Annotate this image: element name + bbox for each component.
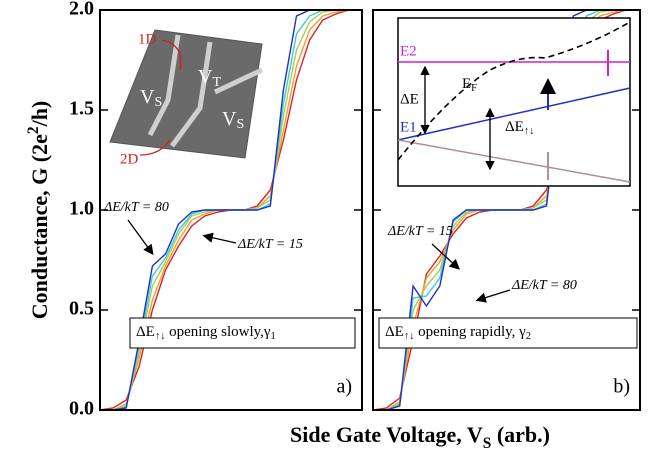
label-part: opening slowly,γ xyxy=(165,324,271,340)
label-part: ↑↓ xyxy=(155,331,166,342)
plot-frame xyxy=(99,9,363,411)
label-part: S xyxy=(236,117,244,132)
arrow xyxy=(127,219,154,256)
inset-label: ΔE xyxy=(400,91,419,107)
box-label: ΔE↑↓ opening rapidly, γ2 xyxy=(385,324,531,342)
gate-label: VT xyxy=(198,66,221,91)
label-part: ΔE xyxy=(385,324,404,340)
gate-label: VS xyxy=(140,86,162,111)
label-part: ↑↓ xyxy=(404,331,415,342)
panel-label: a) xyxy=(336,376,352,398)
arrow xyxy=(139,139,171,156)
label-part: /h) xyxy=(27,101,52,128)
y-axis-title: Conductance, G (2e2/h) xyxy=(25,101,53,320)
label-part: opening rapidly, γ xyxy=(414,324,526,340)
y-tick-label: 0.5 xyxy=(69,298,94,320)
box-frame xyxy=(129,317,356,349)
annotation: ΔE/kT = 15 xyxy=(237,237,303,252)
label-part: 1 xyxy=(271,331,276,342)
label-part: Conductance, G (2e xyxy=(27,134,52,319)
level-e1 xyxy=(397,87,631,141)
arrow xyxy=(431,243,460,270)
label-part: S xyxy=(154,95,162,110)
x-axis-title: Side Gate Voltage, VS (arb.) xyxy=(290,422,550,451)
box-frame xyxy=(378,317,638,349)
y-tick-label: 2.0 xyxy=(69,0,94,20)
split-label: ΔE↑↓ xyxy=(505,119,534,137)
arrow xyxy=(475,289,511,303)
label-part: 2 xyxy=(25,126,42,134)
inset-label: E2 xyxy=(400,43,417,59)
label-part: ΔE xyxy=(505,119,524,135)
gate-gap xyxy=(147,34,264,148)
label-part: V xyxy=(222,108,237,130)
plot-frame xyxy=(372,9,641,411)
annotation: ΔE/kT = 80 xyxy=(511,278,577,293)
label-part: 2 xyxy=(526,331,531,342)
level-down xyxy=(397,139,631,183)
inset-label: 2D xyxy=(120,151,139,167)
fermi-level xyxy=(397,21,631,161)
y-tick-label: 1.5 xyxy=(69,98,94,120)
label-part: E xyxy=(462,76,471,92)
label-part: ↑↓ xyxy=(524,126,535,137)
annotation: ΔE/kT = 80 xyxy=(103,200,169,215)
y-tick-label: 1.0 xyxy=(69,198,94,220)
label-part: Side Gate Voltage, V xyxy=(290,422,483,447)
label-part: (arb.) xyxy=(491,422,550,447)
label-part: V xyxy=(198,66,213,88)
y-tick-label: 0.0 xyxy=(69,398,94,420)
inset-label: 1D xyxy=(138,31,157,47)
annotation: ΔE/kT = 15 xyxy=(387,224,453,239)
label-part: F xyxy=(471,83,477,94)
label-part: V xyxy=(140,86,155,108)
arrow xyxy=(202,232,237,244)
inset-frame xyxy=(397,17,631,187)
fermi-label: EF xyxy=(462,76,477,94)
label-part: ΔE xyxy=(136,324,155,340)
panel-label: b) xyxy=(613,376,630,398)
inset-photo xyxy=(109,29,263,159)
arrow xyxy=(161,39,182,71)
gate-label: VS xyxy=(222,108,244,133)
label-part: S xyxy=(483,435,492,452)
box-label: ΔE↑↓ opening slowly,γ1 xyxy=(136,324,276,342)
inset-label: E1 xyxy=(400,119,417,135)
label-part: T xyxy=(212,75,221,90)
